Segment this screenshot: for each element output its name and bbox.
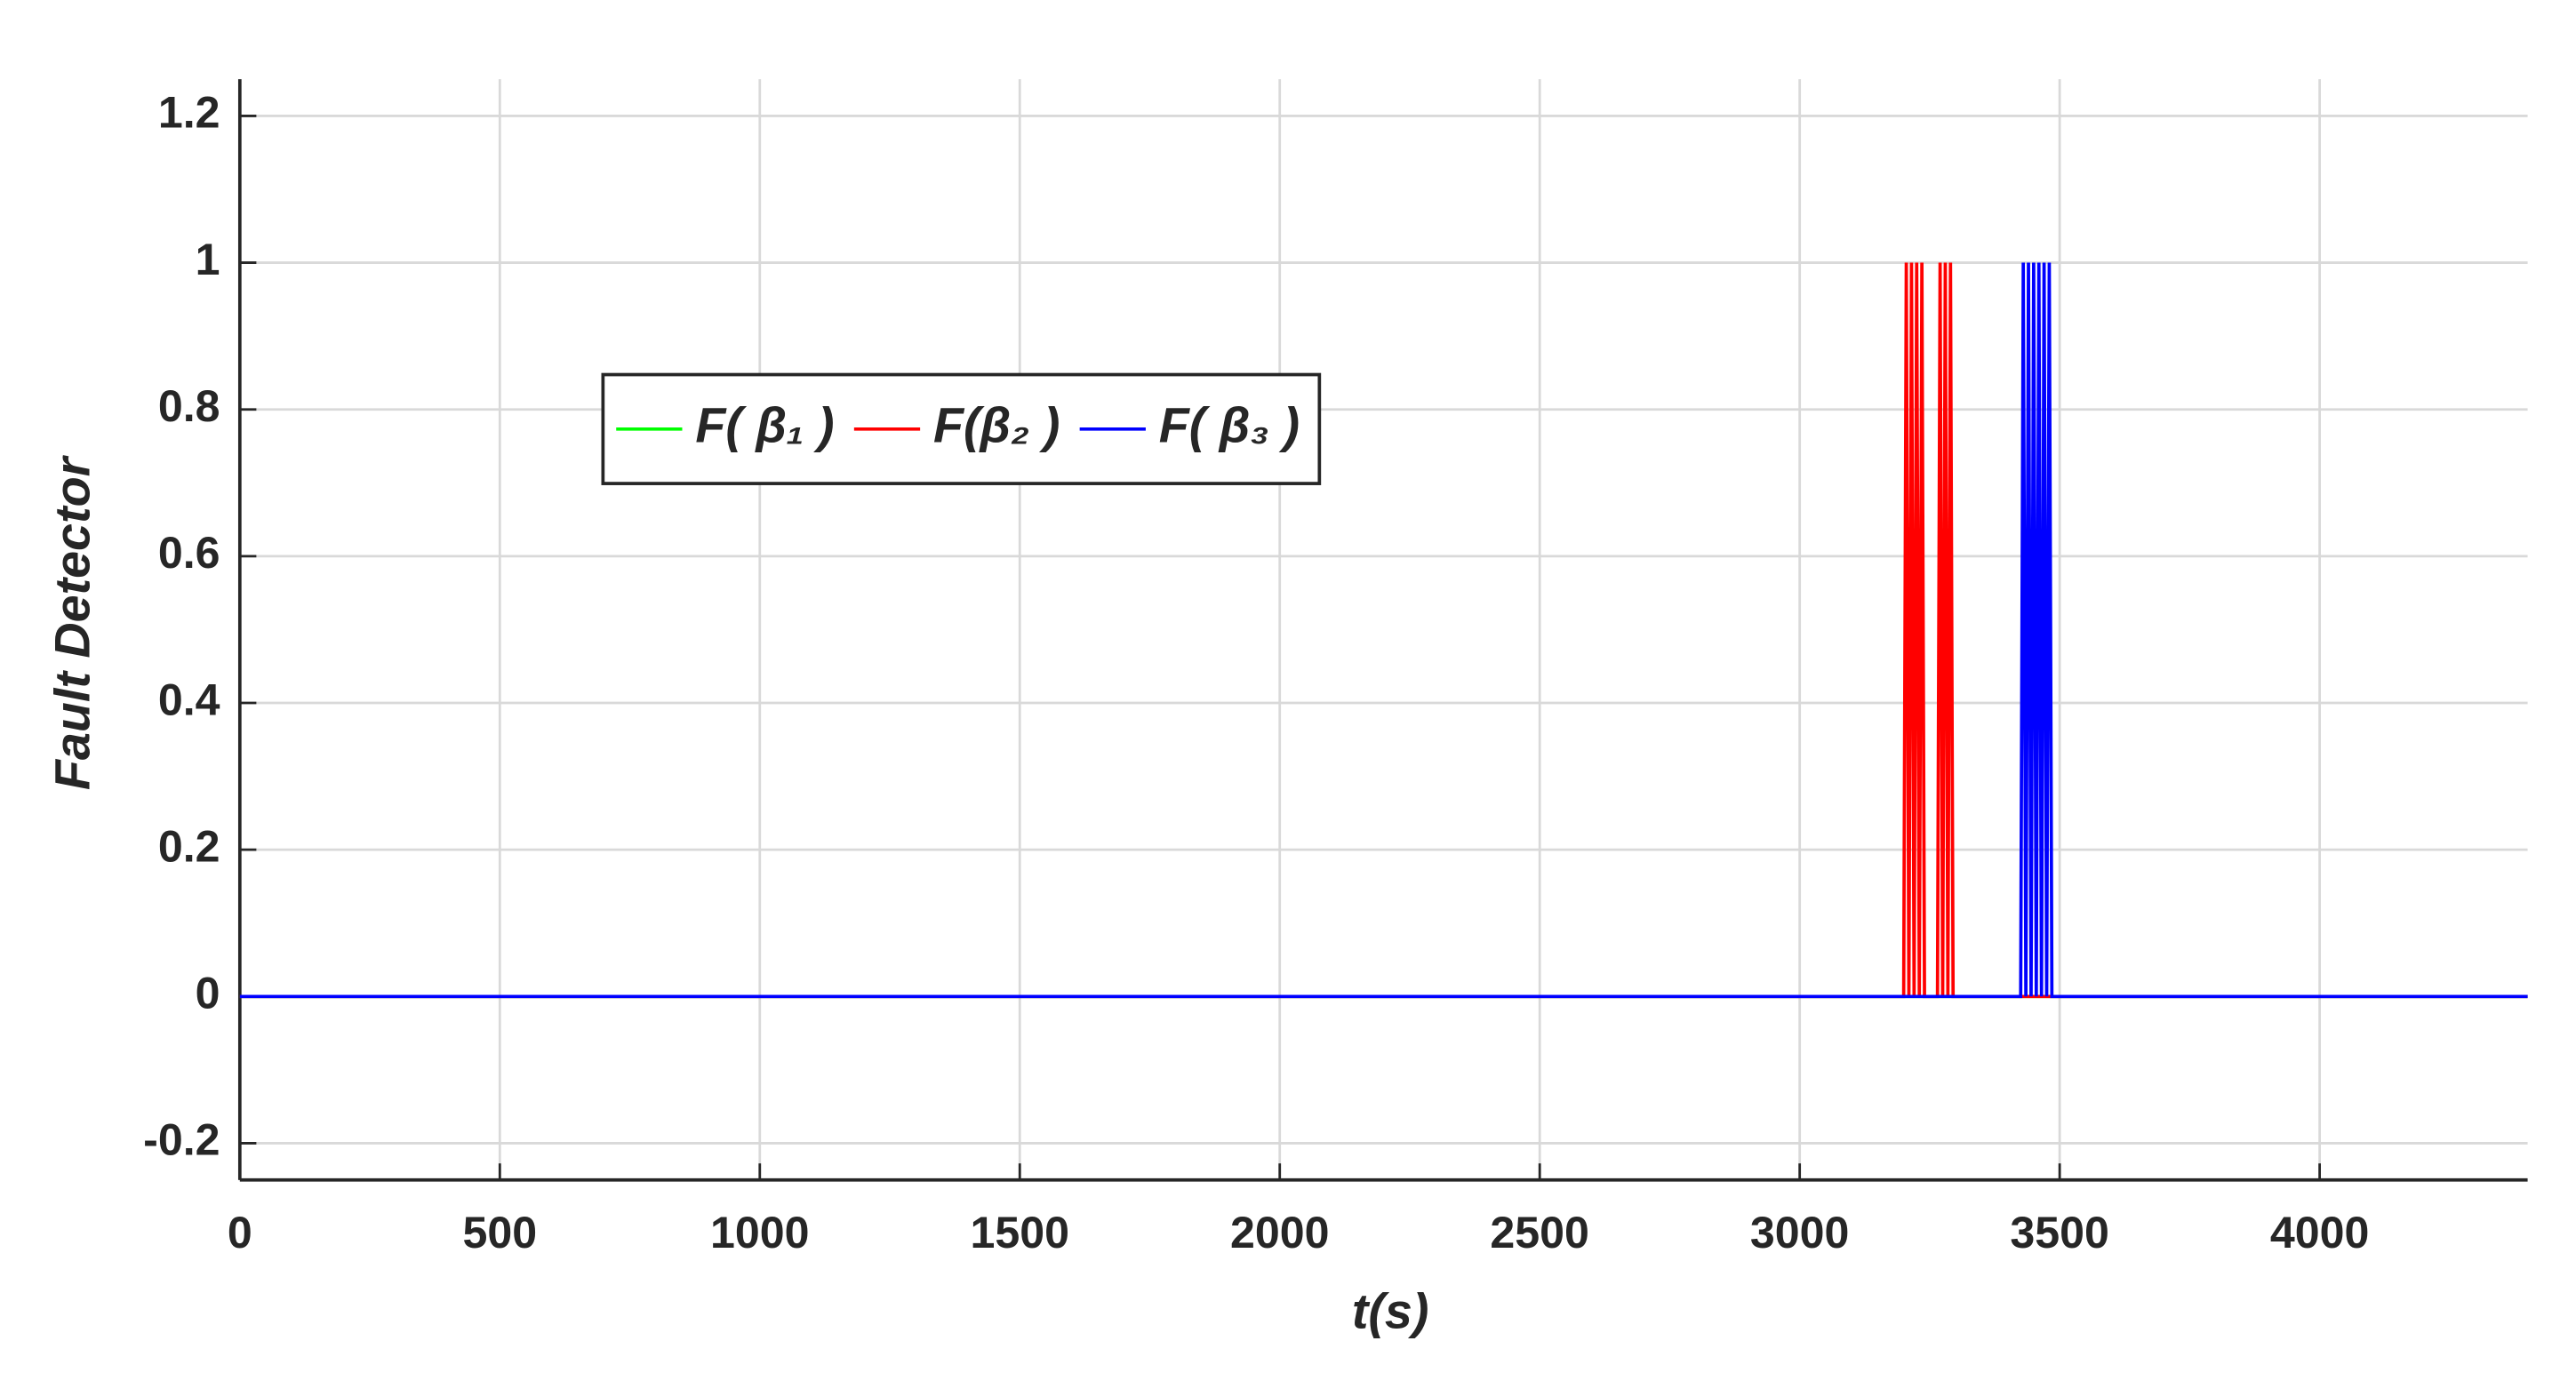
x-tick-label: 1500 bbox=[970, 1208, 1069, 1257]
y-tick-label: 1 bbox=[196, 235, 220, 284]
legend-label: F( β₁ ) bbox=[695, 398, 834, 453]
x-tick-label: 2000 bbox=[1230, 1208, 1330, 1257]
x-tick-label: 2500 bbox=[1490, 1208, 1589, 1257]
x-axis-label: t(s) bbox=[1352, 1284, 1429, 1339]
x-tick-label: 3000 bbox=[1750, 1208, 1850, 1257]
y-tick-label: 0.2 bbox=[158, 821, 220, 871]
series-line bbox=[239, 262, 2528, 999]
y-tick-label: 0 bbox=[196, 969, 220, 1018]
x-tick-label: 1000 bbox=[710, 1208, 810, 1257]
y-tick-label: 0.8 bbox=[158, 381, 220, 431]
legend-label: F(β₂ ) bbox=[933, 398, 1060, 453]
x-tick-label: 500 bbox=[462, 1208, 537, 1257]
y-tick-label: 0.6 bbox=[158, 528, 220, 578]
y-tick-label: -0.2 bbox=[143, 1115, 220, 1165]
y-tick-label: 0.4 bbox=[158, 675, 220, 724]
x-tick-label: 3500 bbox=[2010, 1208, 2109, 1257]
x-tick-label: 0 bbox=[228, 1208, 252, 1257]
y-tick-label: 1.2 bbox=[158, 88, 220, 138]
y-axis-label: Fault Detector bbox=[45, 454, 100, 790]
legend-label: F( β₃ ) bbox=[1159, 398, 1300, 453]
series-line bbox=[239, 262, 2528, 999]
legend-box bbox=[601, 372, 1322, 485]
x-tick-label: 4000 bbox=[2270, 1208, 2370, 1257]
